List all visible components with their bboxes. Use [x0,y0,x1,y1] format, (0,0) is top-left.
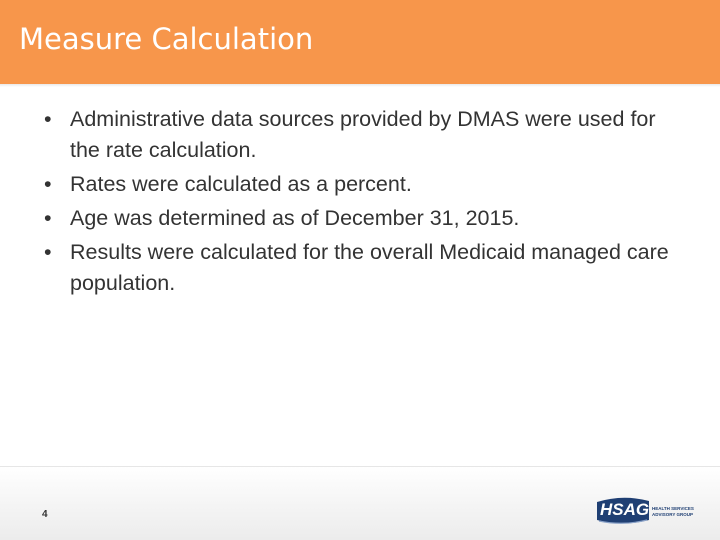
footer-divider [0,466,720,467]
hsag-logo: HSAG HEALTH SERVICES ADVISORY GROUP [595,496,699,528]
bullet-text: Age was determined as of December 31, 20… [70,206,520,230]
logo-tagline-line1: HEALTH SERVICES [652,506,694,511]
bullet-icon: • [44,107,52,131]
list-item: • Administrative data sources provided b… [44,104,684,166]
list-item: • Results were calculated for the overal… [44,237,684,299]
logo-wordmark: HSAG [600,500,650,519]
bullet-text: Results were calculated for the overall … [70,240,669,295]
title-bar-shadow [0,84,720,87]
bullet-list: • Administrative data sources provided b… [44,104,684,302]
logo-swoosh-icon [597,497,649,524]
page-number: 4 [42,509,48,520]
footer: 4 HSAG HEALTH SERVICES ADVISORY GROUP [0,466,720,540]
bullet-text: Administrative data sources provided by … [70,107,656,162]
bullet-icon: • [44,240,52,264]
list-item: • Rates were calculated as a percent. [44,169,684,200]
bullet-icon: • [44,206,52,230]
bullet-icon: • [44,172,52,196]
bullet-text: Rates were calculated as a percent. [70,172,412,196]
logo-tagline-line2: ADVISORY GROUP [652,512,694,517]
slide-title: Measure Calculation [19,22,314,56]
list-item: • Age was determined as of December 31, … [44,203,684,234]
title-bar: Measure Calculation [0,0,720,84]
